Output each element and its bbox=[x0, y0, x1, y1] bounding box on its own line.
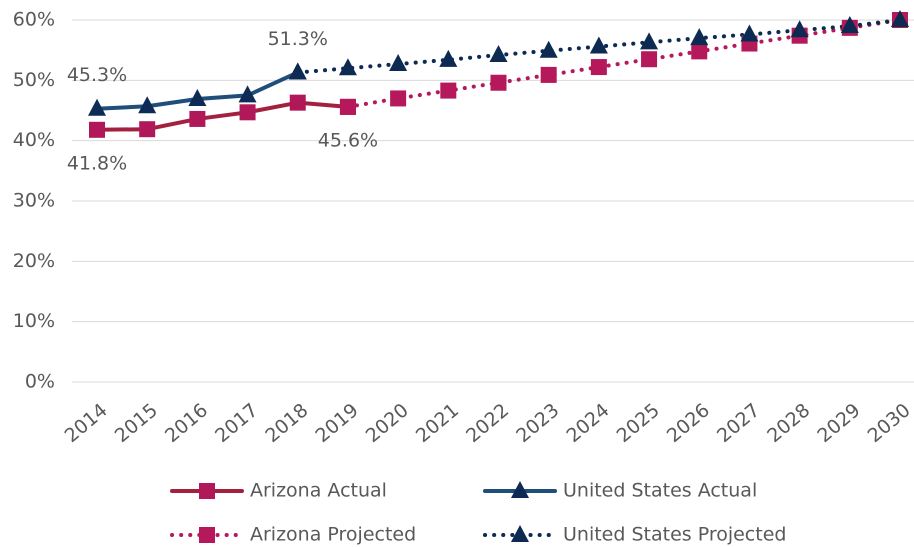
x-tick-label: 2024 bbox=[562, 399, 613, 447]
marker bbox=[690, 28, 709, 46]
marker bbox=[88, 98, 106, 116]
marker bbox=[339, 98, 356, 115]
x-tick-label: 2017 bbox=[211, 399, 262, 447]
series-line bbox=[95, 100, 350, 132]
marker bbox=[338, 58, 357, 76]
legend-label: United States Actual bbox=[563, 480, 757, 502]
data-label: 51.3% bbox=[268, 28, 328, 50]
legend-label: United States Projected bbox=[563, 524, 786, 546]
marker bbox=[89, 121, 105, 138]
data-label: 45.6% bbox=[318, 129, 378, 151]
marker bbox=[640, 32, 659, 50]
x-tick-label: 2030 bbox=[864, 399, 914, 447]
y-tick-label: 40% bbox=[13, 129, 55, 151]
y-tick-label: 10% bbox=[13, 310, 55, 332]
legend-item: Arizona Projected bbox=[170, 524, 416, 546]
marker bbox=[539, 40, 558, 58]
marker bbox=[489, 44, 508, 62]
marker bbox=[511, 525, 529, 542]
x-tick-label: 2015 bbox=[111, 399, 162, 447]
legend-label: Arizona Projected bbox=[250, 524, 416, 546]
marker bbox=[740, 24, 759, 42]
marker bbox=[199, 527, 215, 543]
x-tick-label: 2029 bbox=[813, 399, 864, 447]
marker bbox=[188, 89, 207, 107]
marker bbox=[389, 54, 408, 72]
legend-item: United States Projected bbox=[483, 524, 786, 546]
marker bbox=[239, 104, 256, 121]
y-tick-label: 50% bbox=[13, 69, 55, 91]
x-tick-label: 2026 bbox=[663, 399, 714, 447]
legend-item: United States Actual bbox=[483, 480, 757, 502]
marker bbox=[139, 121, 156, 138]
x-tick-label: 2021 bbox=[412, 399, 463, 447]
x-tick-label: 2023 bbox=[512, 399, 563, 447]
marker bbox=[589, 36, 608, 54]
marker bbox=[439, 49, 458, 67]
x-tick-label: 2020 bbox=[362, 399, 413, 447]
marker bbox=[590, 59, 607, 76]
marker bbox=[691, 43, 708, 60]
marker bbox=[288, 62, 307, 80]
x-tick-label: 2028 bbox=[763, 399, 814, 447]
y-tick-label: 30% bbox=[13, 190, 55, 212]
x-tick-label: 2016 bbox=[161, 399, 212, 447]
marker bbox=[891, 10, 909, 27]
data-label: 41.8% bbox=[67, 152, 127, 174]
marker bbox=[138, 96, 157, 114]
marker bbox=[540, 66, 557, 83]
marker bbox=[238, 85, 257, 103]
y-tick-label: 60% bbox=[13, 9, 55, 31]
x-tick-label: 2019 bbox=[312, 399, 363, 447]
x-tick-label: 2018 bbox=[261, 399, 312, 447]
marker bbox=[189, 110, 206, 127]
marker bbox=[840, 16, 859, 34]
x-tick-label: 2014 bbox=[61, 399, 112, 447]
marker bbox=[390, 90, 407, 107]
marker bbox=[289, 94, 306, 111]
marker bbox=[440, 82, 457, 99]
y-tick-label: 20% bbox=[13, 250, 55, 272]
series-line bbox=[345, 18, 902, 109]
marker bbox=[511, 481, 529, 498]
data-label: 45.3% bbox=[67, 64, 127, 86]
marker bbox=[490, 74, 507, 91]
marker bbox=[641, 51, 658, 68]
legend-label: Arizona Actual bbox=[250, 480, 387, 502]
marker bbox=[199, 483, 215, 499]
x-tick-label: 2022 bbox=[462, 399, 513, 447]
legend-item: Arizona Actual bbox=[170, 480, 387, 502]
marker bbox=[790, 20, 809, 38]
x-tick-label: 2027 bbox=[713, 399, 764, 447]
y-tick-label: 0% bbox=[25, 371, 55, 393]
x-tick-label: 2025 bbox=[613, 399, 664, 447]
